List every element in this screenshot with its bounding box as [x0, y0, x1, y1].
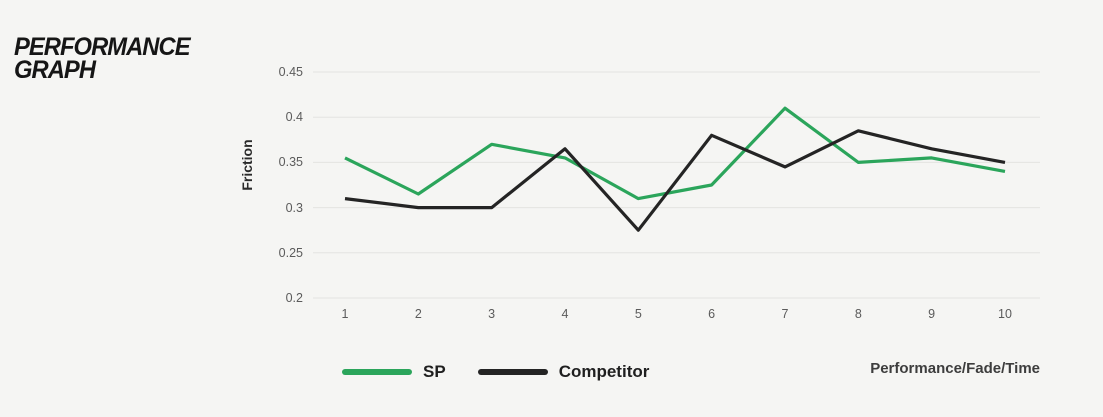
x-tick-10: 10 [998, 307, 1012, 321]
competitor-series-line [344, 129, 1006, 232]
x-tick-1: 1 [341, 307, 349, 321]
sp-series-line [344, 106, 1006, 201]
competitor-line-swatch [477, 369, 548, 375]
y-tick-0.3: 0.3 [285, 200, 303, 215]
legend-item-competitor: Competitor [477, 362, 650, 382]
x-tick-3: 3 [488, 307, 496, 321]
page-title-line2: GRAPH [14, 56, 96, 84]
legend-item-sp: SP [342, 362, 446, 382]
sp-line-swatch [342, 369, 412, 375]
legend-label-competitor: Competitor [558, 362, 650, 381]
page-title-line1: PERFORMANCE [14, 33, 191, 61]
y-tick-0.35: 0.35 [278, 155, 303, 170]
y-tick-0.4: 0.4 [285, 110, 303, 125]
x-tick-7: 7 [781, 307, 789, 321]
y-tick-0.45: 0.45 [278, 65, 303, 79]
axis-footnote: Performance/Fade/Time [870, 360, 1040, 377]
x-tick-9: 9 [928, 307, 936, 321]
x-tick-4: 4 [561, 307, 569, 321]
line-chart [313, 71, 1040, 299]
x-tick-6: 6 [708, 307, 716, 321]
x-tick-5: 5 [634, 307, 642, 321]
chart-plot-area [313, 71, 1040, 299]
x-tick-2: 2 [414, 307, 422, 321]
y-tick-0.2: 0.2 [285, 291, 303, 305]
chart-legend: SP Competitor [342, 362, 649, 382]
legend-label-sp: SP [423, 362, 446, 381]
y-tick-0.25: 0.25 [278, 245, 303, 260]
page-title: PERFORMANCE GRAPH [14, 33, 191, 84]
x-tick-8: 8 [854, 307, 862, 321]
